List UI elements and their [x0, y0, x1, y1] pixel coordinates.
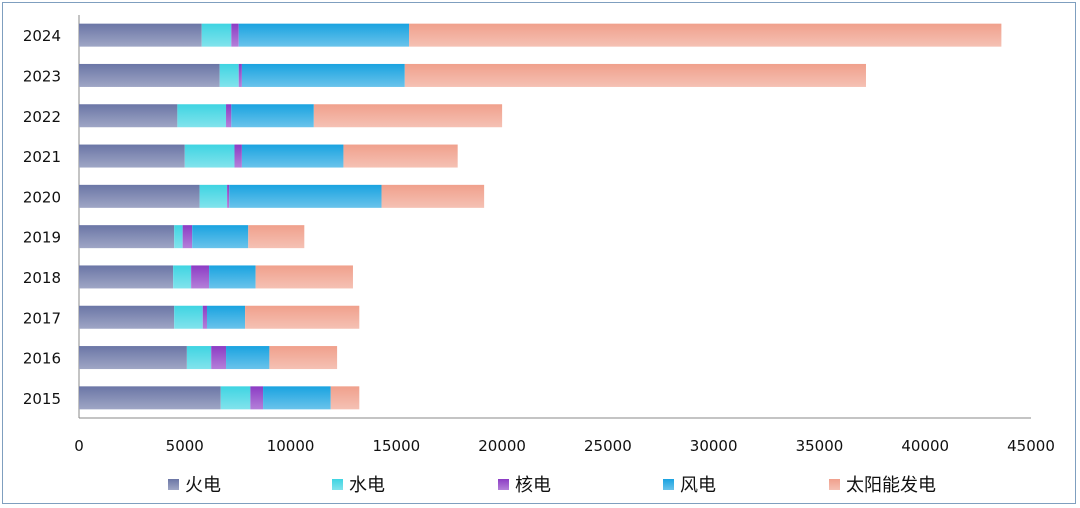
bar-2016-series-3: [226, 346, 270, 370]
x-tick-label-40000: 40000: [901, 437, 949, 455]
y-tick-label-2018: 2018: [23, 269, 61, 287]
bar-2015-series-3: [263, 386, 331, 410]
bar-2017-series-1: [174, 305, 203, 329]
bar-2023-series-3: [241, 63, 405, 87]
legend-swatch-2: [498, 479, 509, 490]
x-tick-label-20000: 20000: [478, 437, 526, 455]
legend-label-2: 核电: [515, 475, 551, 496]
bar-2022-series-3: [231, 104, 314, 128]
bar-2023-series-1: [219, 63, 239, 87]
bar-2017-series-3: [206, 305, 246, 329]
bar-2022-series-0: [79, 104, 178, 128]
bar-2019-series-3: [192, 225, 249, 249]
legend-label-1: 水电: [349, 475, 385, 496]
legend-label-0: 火电: [185, 475, 221, 496]
bar-2019-series-2: [182, 225, 193, 249]
bar-2022-series-1: [177, 104, 227, 128]
bar-2018-series-3: [209, 265, 256, 289]
y-tick-label-2016: 2016: [23, 350, 61, 368]
bar-2020-series-3: [229, 184, 382, 208]
bar-2017-series-2: [202, 305, 207, 329]
bar-2018-series-1: [173, 265, 192, 289]
y-tick-label-2024: 2024: [23, 27, 61, 45]
bar-2016-series-4: [269, 346, 338, 370]
legend-label-4: 太阳能发电: [846, 475, 936, 496]
bar-2020-series-1: [199, 184, 228, 208]
legend-swatch-3: [663, 479, 674, 490]
bar-2021-series-4: [343, 144, 458, 168]
bar-2022-series-2: [226, 104, 232, 128]
x-tick-label-15000: 15000: [372, 437, 420, 455]
bar-2021-series-2: [234, 144, 242, 168]
y-tick-label-2021: 2021: [23, 148, 61, 166]
legend-label-3: 风电: [680, 475, 716, 496]
y-tick-label-2022: 2022: [23, 108, 61, 126]
bar-2023-series-2: [238, 63, 242, 87]
bar-2017-series-0: [79, 305, 175, 329]
y-tick-label-2017: 2017: [23, 309, 61, 327]
bar-2019-series-1: [174, 225, 183, 249]
bar-2024-series-4: [409, 23, 1002, 47]
bar-2024-series-3: [238, 23, 410, 47]
legend-swatch-1: [332, 479, 343, 490]
bar-2023-series-0: [79, 63, 220, 87]
bar-2015-series-4: [330, 386, 360, 410]
x-tick-label-25000: 25000: [584, 437, 632, 455]
legend-swatch-4: [829, 479, 840, 490]
x-tick-label-0: 0: [74, 437, 84, 455]
y-tick-label-2015: 2015: [23, 390, 61, 408]
x-tick-label-35000: 35000: [796, 437, 844, 455]
bar-2018-series-4: [255, 265, 353, 289]
y-tick-label-2019: 2019: [23, 229, 61, 247]
x-tick-label-10000: 10000: [267, 437, 315, 455]
x-tick-labels: 0 5000 10000 15000 20000 25000 30000 35000 40000…: [74, 437, 1055, 455]
bar-2019-series-0: [79, 225, 175, 249]
bar-2019-series-4: [248, 225, 305, 249]
bar-2016-series-2: [211, 346, 227, 370]
bar-2017-series-4: [245, 305, 360, 329]
bar-2015-series-1: [220, 386, 251, 410]
x-tick-label-5000: 5000: [166, 437, 204, 455]
bar-2015-series-2: [250, 386, 264, 410]
bar-2018-series-0: [79, 265, 174, 289]
bars: [79, 23, 1002, 410]
bar-2016-series-0: [79, 346, 187, 370]
y-tick-labels: 2024 2023 2022 2021 2020 2019 2018 2017 2016 2015: [23, 27, 61, 408]
bar-2016-series-1: [186, 346, 212, 370]
legend: 火电 水电 核电 风电 太阳能发电: [168, 475, 936, 496]
bar-2021-series-3: [241, 144, 344, 168]
x-tick-label-30000: 30000: [690, 437, 738, 455]
bar-2018-series-2: [191, 265, 210, 289]
bar-2024-series-0: [79, 23, 202, 47]
x-tick-label-45000: 45000: [1007, 437, 1055, 455]
bar-2021-series-0: [79, 144, 185, 168]
legend-swatch-0: [168, 479, 179, 490]
bar-2015-series-0: [79, 386, 221, 410]
bar-2020-series-4: [381, 184, 485, 208]
y-tick-label-2023: 2023: [23, 67, 61, 85]
bar-2024-series-2: [231, 23, 239, 47]
bar-2021-series-1: [184, 144, 235, 168]
bar-2022-series-4: [313, 104, 503, 128]
bar-2020-series-0: [79, 184, 200, 208]
bar-2024-series-1: [201, 23, 232, 47]
bar-2020-series-2: [227, 184, 230, 208]
bar-2023-series-4: [404, 63, 866, 87]
y-tick-label-2020: 2020: [23, 188, 61, 206]
